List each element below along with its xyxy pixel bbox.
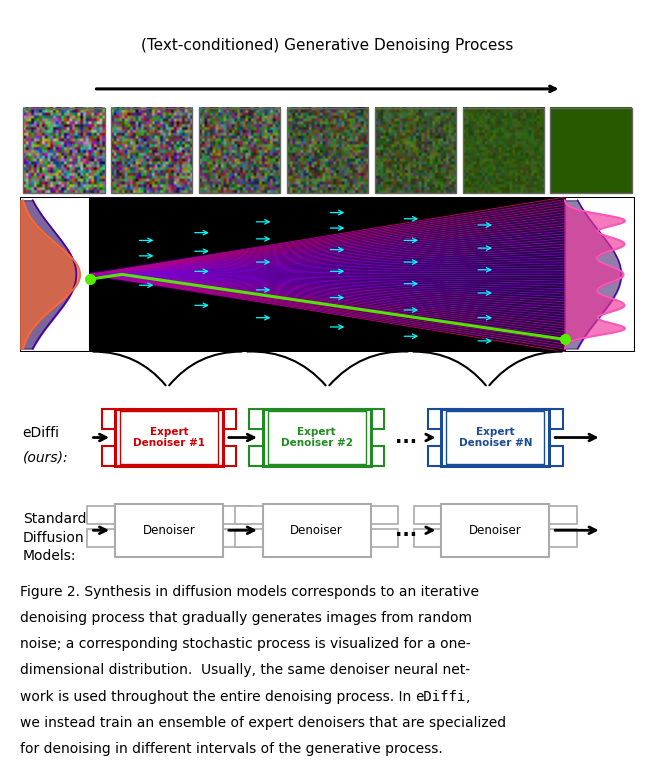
Bar <box>115 504 223 557</box>
Bar <box>23 108 105 193</box>
Text: denoising process that gradually generates images from random: denoising process that gradually generat… <box>20 611 472 625</box>
Text: noise; a corresponding stochastic process is visualized for a one-: noise; a corresponding stochastic proces… <box>20 637 470 651</box>
Bar <box>263 504 371 557</box>
Text: eDiffi: eDiffi <box>23 426 60 440</box>
Text: dimensional distribution.  Usually, the same denoiser neural net-: dimensional distribution. Usually, the s… <box>20 663 470 677</box>
Text: Denoiser: Denoiser <box>143 524 195 536</box>
Bar <box>414 529 441 547</box>
Bar <box>446 411 544 464</box>
Bar <box>549 506 577 524</box>
Bar <box>375 108 457 193</box>
Bar <box>235 529 263 547</box>
Text: Expert
Denoiser #2: Expert Denoiser #2 <box>281 427 353 448</box>
Bar <box>20 197 90 352</box>
Text: we instead train an ensemble of expert denoisers that are specialized: we instead train an ensemble of expert d… <box>20 716 506 730</box>
Bar <box>202 446 236 466</box>
Bar <box>428 409 462 429</box>
Bar <box>529 446 563 466</box>
Text: Denoiser: Denoiser <box>469 524 521 536</box>
Bar <box>268 411 365 464</box>
Text: ,: , <box>466 690 470 703</box>
Bar <box>102 409 136 429</box>
Bar <box>428 446 462 466</box>
Bar <box>441 409 549 466</box>
Polygon shape <box>90 200 565 349</box>
Text: ...: ... <box>395 521 417 540</box>
Text: Diffusion: Diffusion <box>23 530 84 544</box>
Bar <box>414 506 441 524</box>
Bar <box>111 108 193 193</box>
Bar <box>350 409 384 429</box>
Bar <box>250 409 283 429</box>
Bar <box>115 409 223 466</box>
Text: Figure 2. Synthesis in diffusion models corresponds to an iterative: Figure 2. Synthesis in diffusion models … <box>20 584 479 598</box>
Text: work is used throughout the entire denoising process. In: work is used throughout the entire denoi… <box>20 690 415 703</box>
Text: ...: ... <box>395 428 417 447</box>
Bar <box>441 504 549 557</box>
Bar <box>87 506 115 524</box>
Bar <box>202 409 236 429</box>
Bar <box>223 529 250 547</box>
Text: eDiffi: eDiffi <box>415 690 466 703</box>
Bar <box>287 108 368 193</box>
Bar <box>529 409 563 429</box>
Bar <box>549 529 577 547</box>
Bar <box>550 108 632 193</box>
Bar <box>120 411 218 464</box>
Text: Expert
Denoiser #1: Expert Denoiser #1 <box>133 427 205 448</box>
Text: Standard: Standard <box>23 512 86 526</box>
Text: (ours):: (ours): <box>23 451 68 465</box>
Bar <box>223 506 250 524</box>
Bar <box>565 197 635 352</box>
Text: for denoising in different intervals of the generative process.: for denoising in different intervals of … <box>20 742 442 756</box>
Bar <box>371 506 398 524</box>
Text: Expert
Denoiser #N: Expert Denoiser #N <box>458 427 532 448</box>
Bar <box>371 529 398 547</box>
Bar <box>263 409 371 466</box>
Bar <box>87 529 115 547</box>
Bar <box>198 108 280 193</box>
Bar <box>102 446 136 466</box>
Text: (Text-conditioned) Generative Denoising Process: (Text-conditioned) Generative Denoising … <box>141 38 514 53</box>
Bar <box>350 446 384 466</box>
Text: Denoiser: Denoiser <box>290 524 343 536</box>
Bar <box>250 446 283 466</box>
Bar <box>235 506 263 524</box>
Bar <box>462 108 544 193</box>
Text: Models:: Models: <box>23 549 76 563</box>
